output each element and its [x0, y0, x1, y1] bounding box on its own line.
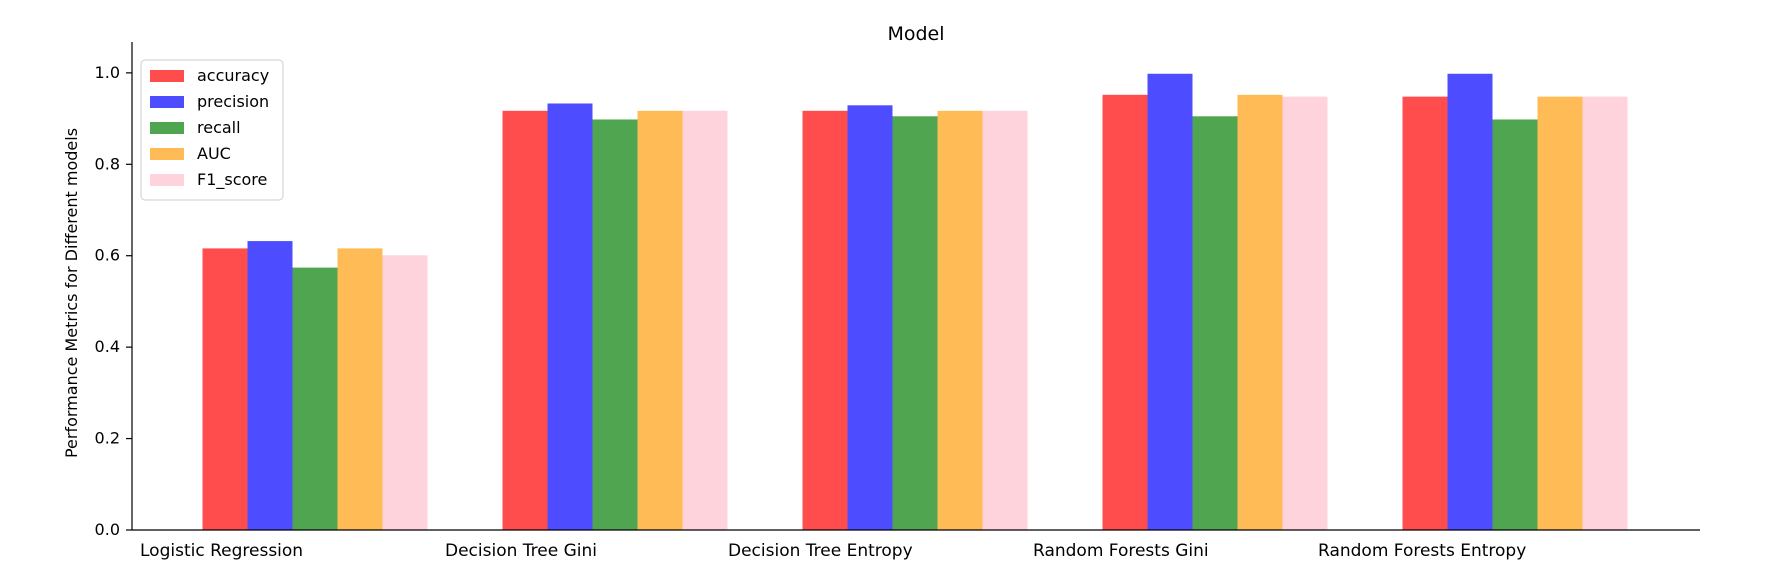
legend-label-accuracy: accuracy	[197, 66, 269, 85]
bar-recall-3	[1192, 116, 1238, 530]
y-tick-label: 0.4	[95, 337, 120, 356]
bar-recall-0	[292, 267, 338, 530]
bar-precision-3	[1147, 73, 1193, 531]
legend-swatch-accuracy	[150, 70, 184, 82]
bar-accuracy-3	[1102, 94, 1148, 531]
x-tick-label: Random Forests Gini	[1033, 541, 1209, 561]
bar-recall-2	[892, 116, 938, 530]
bar-auc-2	[937, 110, 983, 531]
legend-label-f1-score: F1_score	[197, 170, 267, 190]
bar-precision-4	[1447, 73, 1493, 531]
legend-swatch-recall	[150, 122, 184, 134]
bar-precision-0	[247, 241, 293, 530]
bars-group	[202, 73, 1628, 531]
bar-auc-1	[637, 110, 683, 531]
bar-f1-score-2	[982, 110, 1028, 531]
bar-accuracy-1	[502, 110, 548, 531]
legend-swatch-precision	[150, 96, 184, 108]
legend: accuracy precision recall AUC F1_score	[140, 59, 284, 201]
bar-recall-1	[592, 119, 638, 531]
bar-accuracy-4	[1402, 96, 1448, 530]
bar-auc-3	[1237, 94, 1283, 531]
legend-swatch-f1-score	[150, 174, 184, 186]
axes-group	[131, 42, 1700, 531]
bar-f1-score-4	[1582, 96, 1628, 530]
y-ticks-group: 0.0 0.2 0.4 0.6 0.8 1.0	[95, 63, 132, 539]
bar-f1-score-3	[1282, 96, 1328, 530]
y-tick-label: 0.0	[95, 520, 120, 539]
y-axis-label: Performance Metrics for Different models	[62, 128, 81, 458]
bar-auc-0	[337, 248, 383, 530]
legend-swatch-auc	[150, 148, 184, 160]
x-tick-label: Decision Tree Gini	[445, 541, 597, 561]
legend-box	[140, 59, 284, 201]
legend-label-recall: recall	[197, 118, 241, 137]
y-tick-label: 0.6	[95, 246, 120, 265]
bar-accuracy-2	[802, 110, 848, 531]
x-tick-label: Random Forests Entropy	[1318, 541, 1526, 561]
y-tick-label: 0.2	[95, 429, 120, 448]
legend-label-precision: precision	[197, 92, 269, 111]
bar-f1-score-0	[382, 255, 428, 530]
chart-title: Model	[887, 23, 944, 45]
bar-precision-1	[547, 103, 593, 531]
x-tick-label: Decision Tree Entropy	[728, 541, 913, 561]
bar-recall-4	[1492, 119, 1538, 531]
y-tick-label: 0.8	[95, 154, 120, 173]
y-tick-label: 1.0	[95, 63, 120, 82]
bar-f1-score-1	[682, 110, 728, 531]
bar-accuracy-0	[202, 248, 248, 530]
legend-label-auc: AUC	[197, 144, 231, 163]
x-ticks-group: Logistic Regression Decision Tree Gini Dec…	[140, 541, 1526, 561]
bar-auc-4	[1537, 96, 1583, 530]
x-tick-label: Logistic Regression	[140, 541, 303, 561]
bar-precision-2	[847, 105, 893, 530]
